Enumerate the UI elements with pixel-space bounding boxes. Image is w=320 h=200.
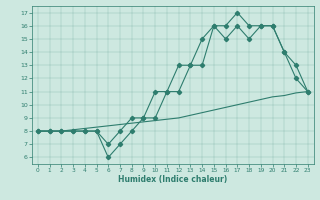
- X-axis label: Humidex (Indice chaleur): Humidex (Indice chaleur): [118, 175, 228, 184]
